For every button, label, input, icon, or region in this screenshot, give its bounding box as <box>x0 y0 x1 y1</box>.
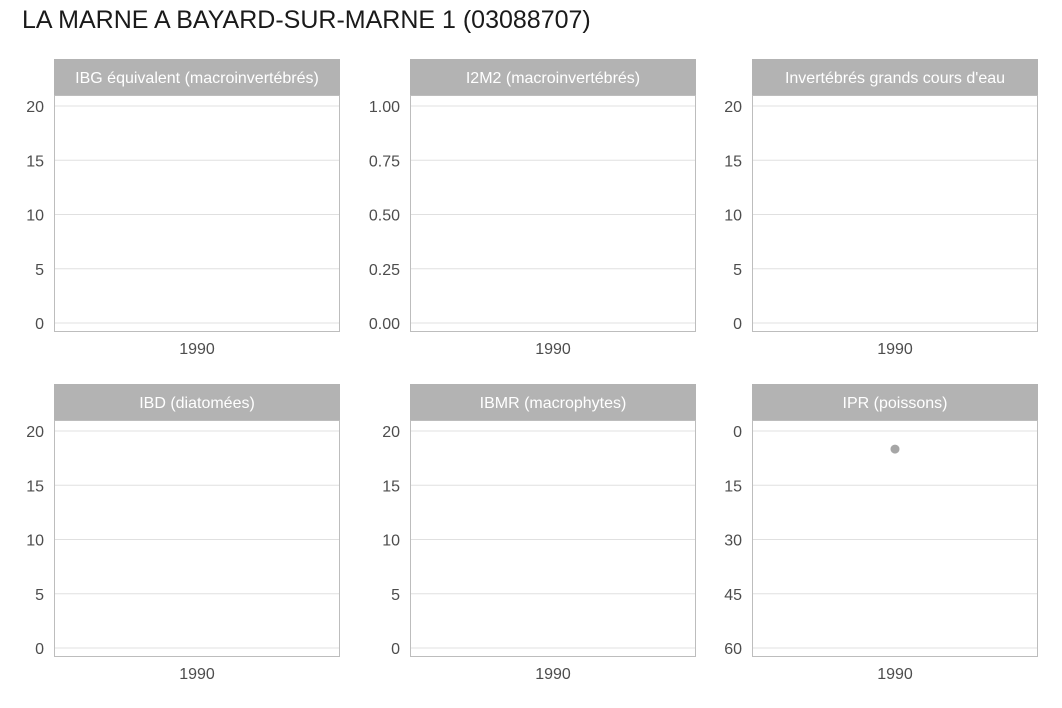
strip-background <box>752 384 1038 420</box>
strip-background <box>54 384 340 420</box>
x-tick-label: 1990 <box>179 666 215 683</box>
y-tick-label: 0.50 <box>369 208 400 225</box>
x-tick-label: 1990 <box>179 341 215 358</box>
facet-panel-1: IBG équivalent (macroinvertébrés) 20 15 10 5… <box>26 59 340 358</box>
x-tick-label: 1990 <box>877 666 913 683</box>
strip-background <box>410 59 696 95</box>
y-tick-label: 10 <box>382 533 400 550</box>
panel-border <box>54 95 340 332</box>
y-tick-label: 10 <box>724 208 742 225</box>
y-tick-label: 10 <box>26 533 44 550</box>
y-tick-label: 5 <box>35 587 44 604</box>
y-tick-label: 15 <box>26 153 44 170</box>
y-tick-label: 10 <box>26 208 44 225</box>
y-tick-label: 15 <box>724 478 742 495</box>
y-tick-label: 0 <box>35 641 44 658</box>
facet-panel-5: IBMR (macrophytes) 20 15 10 5 0 1990 <box>382 384 696 683</box>
y-tick-label: 0.00 <box>369 316 400 333</box>
facet-panel-4: IBD (diatomées) 20 15 10 5 0 1990 <box>26 384 340 683</box>
facet-panel-3: Invertébrés grands cours d'eau 20 15 10 5 0 19… <box>724 59 1038 358</box>
facet-panel-6: IPR (poissons) 0 15 30 45 60 1990 <box>724 384 1038 683</box>
data-point <box>890 444 900 454</box>
strip-title: I2M2 (macroinvertébrés) <box>466 70 640 87</box>
x-tick-label: 1990 <box>877 341 913 358</box>
y-tick-label: 20 <box>382 424 400 441</box>
y-tick-label: 0 <box>391 641 400 658</box>
panel-border <box>752 420 1038 657</box>
panel-border <box>54 420 340 657</box>
y-tick-label: 15 <box>382 478 400 495</box>
x-tick-label: 1990 <box>535 341 571 358</box>
y-tick-label: 0.25 <box>369 262 400 279</box>
y-tick-label: 0 <box>733 424 742 441</box>
strip-title: IBMR (macrophytes) <box>480 395 627 412</box>
page-title: LA MARNE A BAYARD-SUR-MARNE 1 (03088707) <box>22 6 591 34</box>
strip-title: IBD (diatomées) <box>139 395 255 412</box>
y-tick-label: 60 <box>724 641 742 658</box>
y-tick-label: 0 <box>733 316 742 333</box>
panel-border <box>752 95 1038 332</box>
y-tick-label: 1.00 <box>369 99 400 116</box>
y-tick-label: 0 <box>35 316 44 333</box>
y-tick-label: 0.75 <box>369 153 400 170</box>
strip-background <box>410 384 696 420</box>
y-tick-label: 5 <box>733 262 742 279</box>
strip-title: IBG équivalent (macroinvertébrés) <box>75 70 319 87</box>
y-tick-label: 45 <box>724 587 742 604</box>
strip-background <box>752 59 1038 95</box>
facet-panel-2: I2M2 (macroinvertébrés) 1.00 0.75 0.50 0.25 0… <box>369 59 696 358</box>
y-tick-label: 15 <box>724 153 742 170</box>
panel-border <box>410 420 696 657</box>
strip-title: Invertébrés grands cours d'eau <box>785 70 1005 87</box>
y-tick-label: 30 <box>724 533 742 550</box>
strip-background <box>54 59 340 95</box>
y-tick-label: 5 <box>391 587 400 604</box>
y-tick-label: 20 <box>724 99 742 116</box>
y-tick-label: 15 <box>26 478 44 495</box>
y-tick-label: 20 <box>26 99 44 116</box>
panel-border <box>410 95 696 332</box>
x-tick-label: 1990 <box>535 666 571 683</box>
y-tick-label: 5 <box>35 262 44 279</box>
y-tick-label: 20 <box>26 424 44 441</box>
strip-title: IPR (poissons) <box>843 395 948 412</box>
